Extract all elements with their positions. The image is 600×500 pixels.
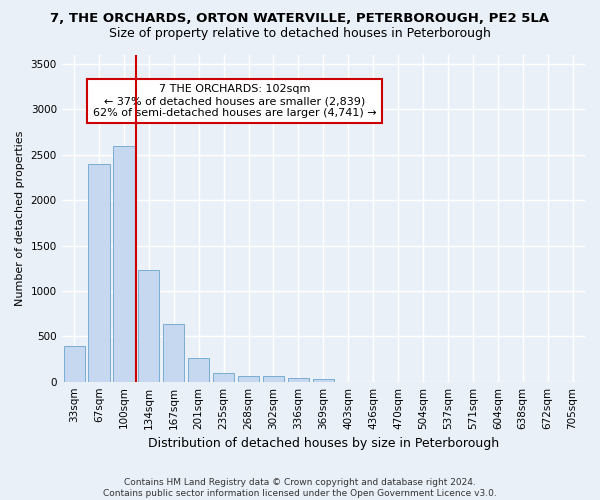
- X-axis label: Distribution of detached houses by size in Peterborough: Distribution of detached houses by size …: [148, 437, 499, 450]
- Bar: [263, 376, 284, 382]
- Bar: [113, 146, 134, 382]
- Text: Size of property relative to detached houses in Peterborough: Size of property relative to detached ho…: [109, 28, 491, 40]
- Bar: [238, 376, 259, 382]
- Bar: [213, 372, 234, 382]
- Bar: [188, 358, 209, 382]
- Y-axis label: Number of detached properties: Number of detached properties: [15, 130, 25, 306]
- Text: Contains HM Land Registry data © Crown copyright and database right 2024.
Contai: Contains HM Land Registry data © Crown c…: [103, 478, 497, 498]
- Bar: [138, 270, 160, 382]
- Bar: [163, 324, 184, 382]
- Bar: [313, 379, 334, 382]
- Bar: [288, 378, 309, 382]
- Text: 7, THE ORCHARDS, ORTON WATERVILLE, PETERBOROUGH, PE2 5LA: 7, THE ORCHARDS, ORTON WATERVILLE, PETER…: [50, 12, 550, 26]
- Bar: [64, 346, 85, 382]
- Text: 7 THE ORCHARDS: 102sqm
← 37% of detached houses are smaller (2,839)
62% of semi-: 7 THE ORCHARDS: 102sqm ← 37% of detached…: [92, 84, 376, 117]
- Bar: [88, 164, 110, 382]
